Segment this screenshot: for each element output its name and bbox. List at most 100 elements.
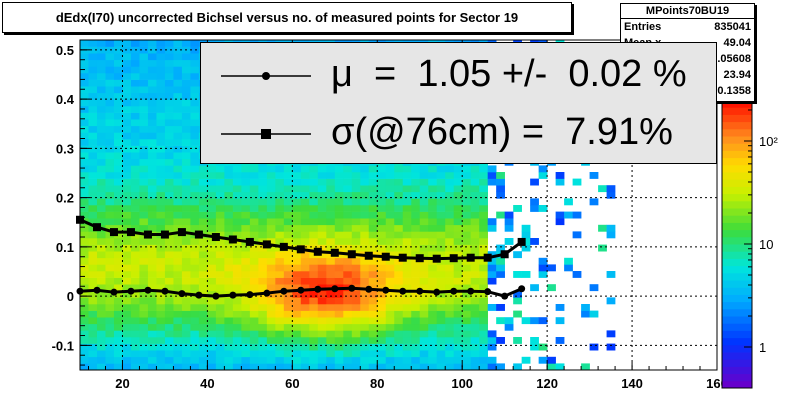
heatmap-cell (496, 317, 505, 325)
heatmap-cell (105, 317, 115, 325)
heatmap-cell (351, 304, 361, 311)
heatmap-cell (606, 185, 616, 193)
heatmap-cell (232, 277, 242, 285)
heatmap-cell (207, 224, 217, 232)
heatmap-cell (462, 350, 471, 358)
heatmap-cell (504, 238, 514, 245)
heatmap-cell (88, 323, 98, 331)
heatmap-cell (394, 271, 404, 278)
heatmap-cell (368, 356, 378, 364)
colorbar-segment (722, 301, 752, 310)
heatmap-cell (394, 277, 404, 285)
heatmap-cell (224, 277, 234, 285)
heatmap-cell (88, 178, 98, 186)
heatmap-cell (343, 363, 353, 371)
heatmap-cell (147, 185, 157, 193)
heatmap-cell (156, 251, 166, 259)
heatmap-cell (394, 218, 404, 226)
heatmap-cell (105, 191, 115, 199)
series-point-square (330, 248, 339, 257)
series-point-circle (280, 287, 288, 295)
heatmap-cell (479, 165, 488, 173)
heatmap-cell (300, 231, 310, 239)
heatmap-cell (462, 337, 471, 344)
heatmap-cell (156, 205, 166, 212)
heatmap-cell (360, 337, 370, 344)
heatmap-cell (377, 205, 387, 212)
heatmap-cell (224, 297, 234, 305)
heatmap-cell (317, 356, 327, 364)
heatmap-cell (207, 330, 217, 338)
heatmap-cell (326, 244, 336, 252)
heatmap-cell (130, 165, 140, 173)
heatmap-cell (139, 290, 149, 298)
heatmap-cell (139, 251, 149, 259)
heatmap-cell (249, 297, 259, 305)
heatmap-cell (249, 218, 259, 226)
heatmap-cell (232, 231, 242, 239)
heatmap-cell (436, 198, 446, 206)
heatmap-cell (300, 363, 310, 371)
heatmap-cell (224, 251, 234, 259)
heatmap-cell (368, 310, 378, 318)
heatmap-cell (164, 304, 174, 311)
heatmap-cell (411, 290, 421, 298)
heatmap-cell (96, 40, 106, 47)
heatmap-cell (113, 297, 123, 305)
heatmap-cell (343, 198, 353, 206)
heatmap-cell (164, 323, 174, 331)
heatmap-cell (419, 323, 429, 331)
colorbar-segment (722, 136, 752, 144)
heatmap-cell (88, 297, 98, 305)
heatmap-cell (266, 297, 276, 305)
heatmap-cell (479, 218, 488, 226)
heatmap-cell (283, 165, 293, 173)
heatmap-cell (80, 317, 89, 325)
heatmap-cell (385, 350, 395, 358)
heatmap-cell (147, 304, 157, 311)
heatmap-cell (105, 106, 115, 113)
heatmap-cell (232, 205, 242, 212)
heatmap-cell (156, 73, 166, 80)
heatmap-cell (122, 231, 132, 239)
heatmap-cell (105, 172, 115, 179)
heatmap-cell (96, 343, 106, 351)
heatmap-cell (122, 317, 132, 325)
heatmap-cell (283, 323, 293, 331)
heatmap-cell (241, 257, 251, 265)
heatmap-cell (173, 79, 183, 87)
heatmap-cell (96, 198, 106, 206)
heatmap-cell (487, 337, 497, 344)
heatmap-cell (300, 304, 310, 311)
heatmap-cell (504, 224, 514, 232)
heatmap-cell (232, 337, 242, 344)
heatmap-cell (258, 251, 268, 259)
heatmap-cell (139, 172, 149, 179)
heatmap-cell (80, 191, 89, 199)
heatmap-cell (462, 297, 471, 305)
heatmap-cell (96, 297, 106, 305)
heatmap-cell (130, 343, 140, 351)
heatmap-cell (156, 363, 166, 371)
heatmap-cell (309, 317, 319, 325)
heatmap-cell (334, 350, 344, 358)
heatmap-cell (164, 92, 174, 100)
heatmap-cell (479, 290, 488, 298)
heatmap-cell (470, 224, 480, 232)
heatmap-cell (207, 343, 217, 351)
heatmap-cell (258, 191, 268, 199)
heatmap-cell (88, 191, 98, 199)
heatmap-cell (232, 284, 242, 292)
heatmap-cell (428, 271, 438, 278)
heatmap-cell (96, 271, 106, 278)
heatmap-cell (445, 178, 455, 186)
heatmap-cell (105, 73, 115, 80)
heatmap-cell (368, 330, 378, 338)
heatmap-cell (139, 106, 149, 113)
series-point-square (109, 228, 118, 237)
heatmap-cell (385, 165, 395, 173)
heatmap-cell (215, 257, 225, 265)
heatmap-cell (470, 317, 480, 325)
heatmap-cell (139, 119, 149, 127)
heatmap-cell (377, 304, 387, 311)
